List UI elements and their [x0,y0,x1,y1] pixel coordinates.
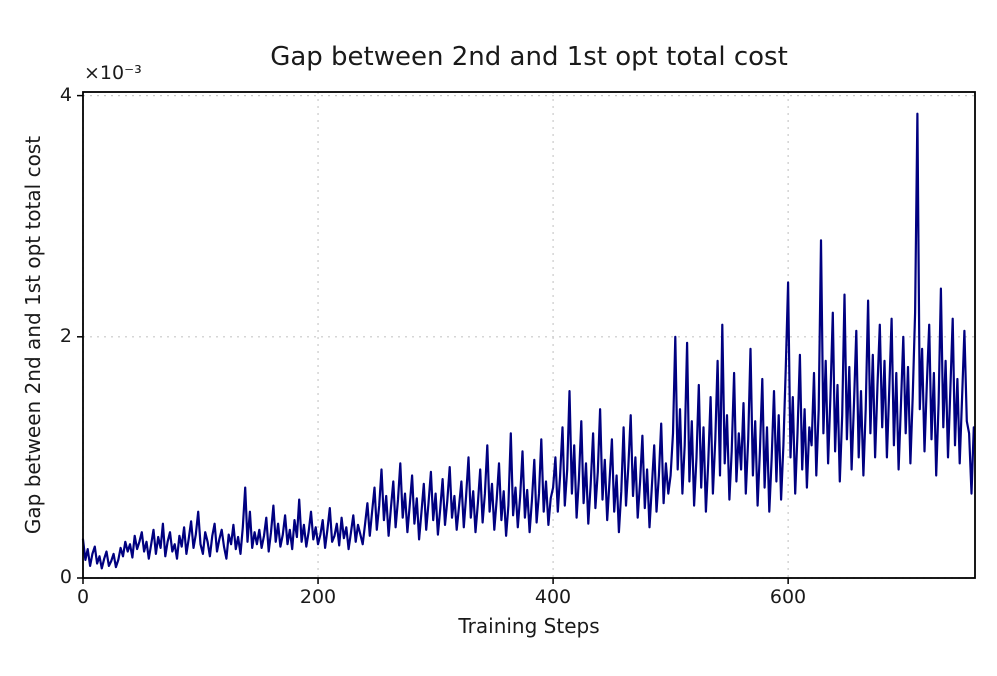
x-tick-label-400: 400 [534,586,572,608]
axis-ticks [77,94,789,584]
y-tick-label-2: 2 [59,325,72,347]
y-axis-label: Gap between 2nd and 1st opt total cost [21,135,45,535]
x-axis-label: Training Steps [458,614,600,638]
y-tick-label-0: 0 [59,566,72,588]
gap-line-series [81,112,975,570]
x-tick-label-0: 0 [76,586,90,608]
y-tick-label-4: 4 [59,84,72,106]
x-tick-label-600: 600 [769,586,807,608]
y-axis-scale-factor: ×10⁻³ [84,62,142,84]
chart-title: Gap between 2nd and 1st opt total cost [270,42,788,72]
plot-border [82,91,976,579]
x-tick-label-200: 200 [299,586,337,608]
